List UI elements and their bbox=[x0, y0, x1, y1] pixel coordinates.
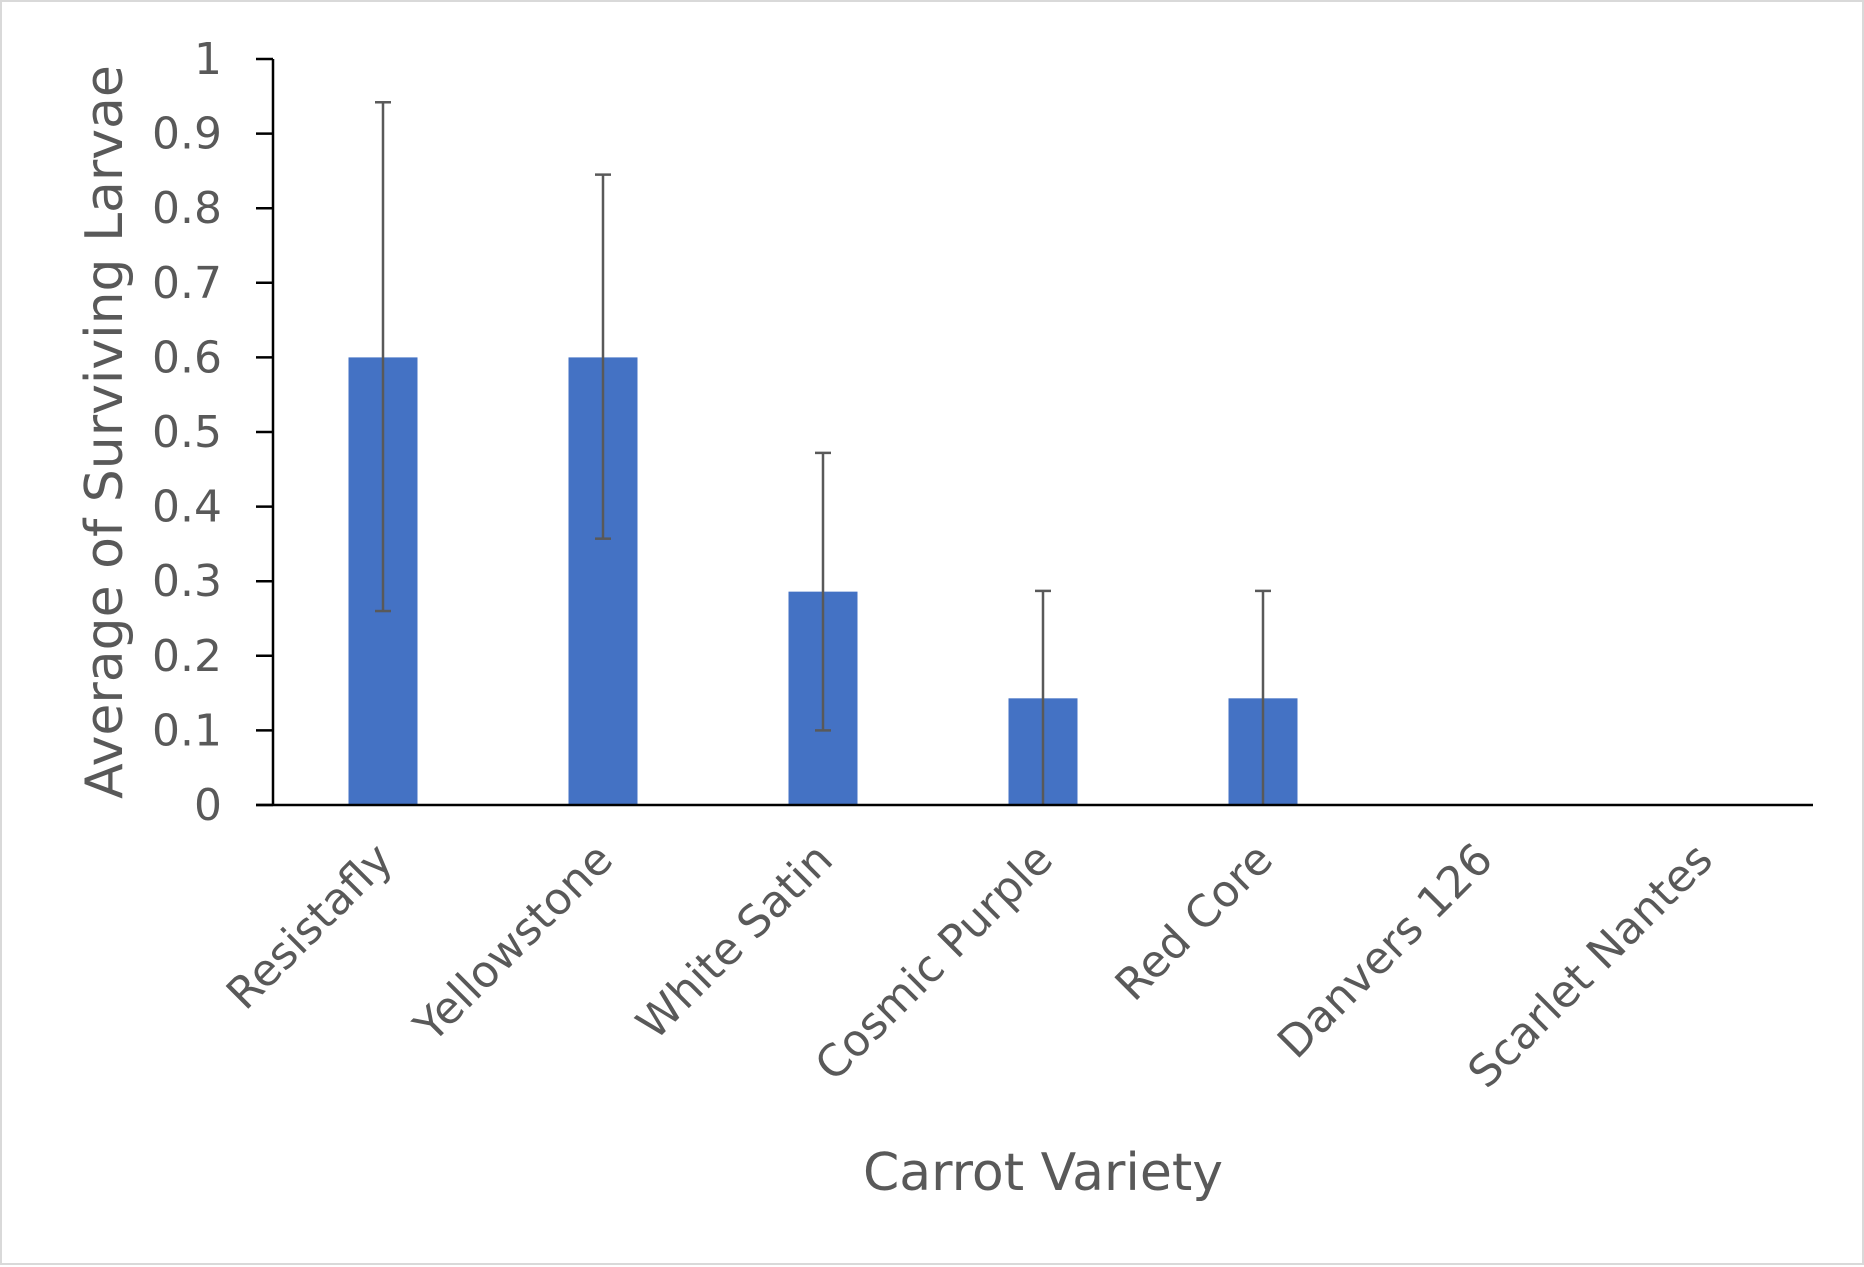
x-tick-label: White Satin bbox=[627, 834, 843, 1050]
x-tick-label: Cosmic Purple bbox=[806, 834, 1063, 1091]
x-tick-label: Danvers 126 bbox=[1268, 834, 1503, 1069]
y-tick-label: 0.2 bbox=[152, 631, 222, 682]
y-tick-label: 0.9 bbox=[152, 109, 222, 160]
x-tick-label: Red Core bbox=[1106, 834, 1283, 1011]
y-tick-label: 0.3 bbox=[152, 556, 222, 607]
y-tick-label: 0 bbox=[194, 780, 222, 831]
x-axis-title: Carrot Variety bbox=[863, 1143, 1223, 1203]
y-tick-label: 0.1 bbox=[152, 705, 222, 756]
y-tick-label: 0.6 bbox=[152, 332, 222, 383]
y-tick-label: 0.8 bbox=[152, 183, 222, 234]
error-bar-white-satin bbox=[815, 451, 831, 732]
error-bar-cosmic-purple bbox=[1035, 589, 1051, 805]
y-tick-label: 0.7 bbox=[152, 258, 222, 309]
x-tick-label: Resistafly bbox=[217, 834, 403, 1020]
y-tick-label: 0.5 bbox=[152, 407, 222, 458]
y-axis-title: Average of Surviving Larvae bbox=[75, 65, 135, 799]
error-bars bbox=[375, 101, 1271, 805]
x-tick-label: Yellowstone bbox=[404, 834, 623, 1053]
error-bar-red-core bbox=[1255, 589, 1271, 805]
error-bar-yellowstone bbox=[595, 173, 611, 540]
y-axis-ticks: 0 0.1 0.2 0.3 0.4 0.5 0.6 0.7 0.8 0.9 1 bbox=[152, 34, 273, 831]
y-tick-label: 0.4 bbox=[152, 482, 222, 533]
error-bar-resistafly bbox=[375, 101, 391, 613]
y-tick-label: 1 bbox=[194, 34, 222, 85]
